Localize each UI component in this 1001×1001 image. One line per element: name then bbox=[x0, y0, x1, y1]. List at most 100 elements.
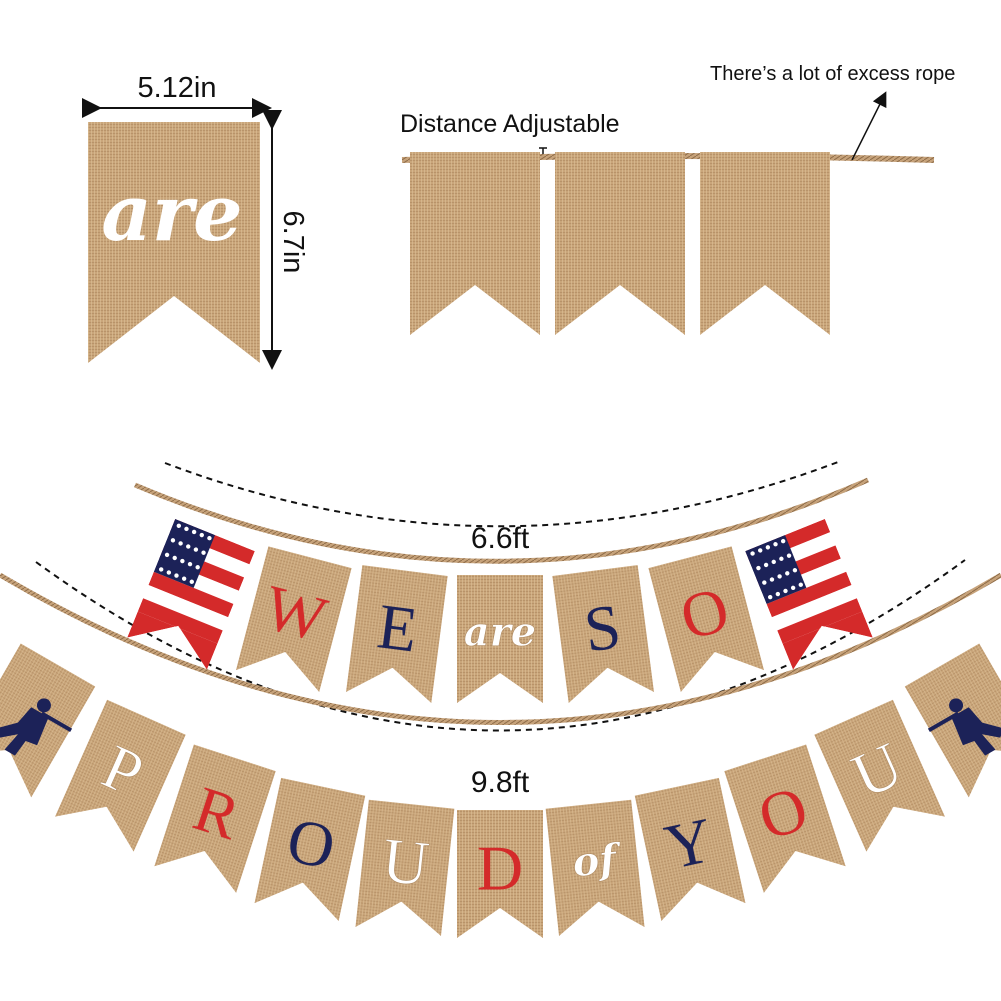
flag-star bbox=[186, 544, 191, 549]
letter-glyph: D bbox=[477, 832, 523, 903]
flag-star bbox=[773, 542, 778, 547]
burlap-pennant bbox=[457, 575, 543, 703]
flag-star bbox=[765, 545, 771, 550]
flag-tail bbox=[782, 611, 873, 670]
flag-star bbox=[180, 558, 185, 564]
burlap-pennant bbox=[634, 777, 746, 921]
pennant: O bbox=[724, 744, 846, 893]
flag-star bbox=[790, 585, 796, 591]
flag-star bbox=[184, 526, 189, 532]
flag-star bbox=[166, 570, 172, 575]
flag-star bbox=[191, 529, 197, 535]
flag-star bbox=[798, 582, 803, 587]
burlap-pennant bbox=[55, 699, 186, 852]
burlap-pennant bbox=[254, 777, 366, 921]
flag-star bbox=[785, 571, 790, 576]
flag-star bbox=[170, 538, 176, 543]
excess-rope-note: There’s a lot of excess rope bbox=[710, 63, 955, 85]
burlap-pennant bbox=[724, 744, 846, 893]
pennant: U bbox=[355, 799, 455, 936]
flag-star bbox=[193, 547, 199, 552]
height-label: 6.7in bbox=[277, 211, 309, 274]
burlap-pennant bbox=[355, 799, 455, 936]
flag-star bbox=[783, 588, 788, 594]
flag-star bbox=[758, 548, 763, 553]
burlap-pennant bbox=[346, 565, 448, 703]
flag-star bbox=[187, 561, 193, 567]
flag-star bbox=[775, 591, 781, 597]
flag-star bbox=[767, 594, 773, 600]
blank-pennant-3 bbox=[700, 152, 830, 335]
flag-star bbox=[762, 580, 767, 585]
pennant bbox=[745, 518, 873, 670]
pennant: R bbox=[154, 744, 276, 893]
letter-glyph: E bbox=[374, 590, 422, 665]
sample-flag-group: 5.12in are 6.7in bbox=[82, 72, 309, 370]
width-label: 5.12in bbox=[137, 72, 216, 104]
pennant: O bbox=[254, 777, 366, 921]
script-word: are bbox=[464, 608, 536, 655]
pennant: W bbox=[235, 546, 352, 692]
soldier-silhouette-icon bbox=[927, 698, 1001, 756]
blank-pennant-1 bbox=[410, 152, 540, 335]
flag-star bbox=[779, 556, 784, 561]
burlap-pennant bbox=[235, 546, 352, 692]
letter-glyph: U bbox=[379, 824, 432, 899]
flag-stripe bbox=[148, 571, 234, 618]
flag-stripe bbox=[137, 598, 223, 644]
pennant: O bbox=[648, 546, 765, 692]
flag-star bbox=[164, 552, 170, 558]
pennant bbox=[0, 643, 96, 798]
burlap-pennant bbox=[457, 810, 543, 938]
flag-stripe bbox=[143, 585, 229, 631]
pennant: U bbox=[814, 699, 945, 852]
spacing-demo-group: Distance Adjustable There’s a lot of exc… bbox=[400, 63, 955, 335]
soldier-silhouette-icon bbox=[0, 698, 73, 756]
pennant: Y bbox=[634, 777, 746, 921]
pennant: are bbox=[457, 575, 543, 703]
flag-tail bbox=[127, 611, 218, 670]
flag-stripe bbox=[777, 598, 863, 644]
us-flag-pennant bbox=[127, 518, 255, 670]
blank-pennant-2 bbox=[555, 152, 685, 335]
excess-rope-arrow bbox=[851, 91, 887, 161]
flag-star bbox=[792, 568, 798, 573]
banner-upper-rope bbox=[134, 477, 869, 564]
flag-star bbox=[172, 555, 177, 561]
burlap-pennant bbox=[545, 799, 645, 936]
flag-star bbox=[780, 538, 786, 544]
pennant: of bbox=[545, 799, 645, 936]
pennant bbox=[127, 518, 255, 670]
burlap-pennant bbox=[648, 546, 765, 692]
flag-star bbox=[199, 532, 204, 538]
sample-flag-text: are bbox=[101, 168, 242, 259]
pennant bbox=[904, 643, 1001, 798]
flag-star bbox=[174, 573, 179, 578]
flag-star bbox=[176, 523, 182, 528]
upper-length-arc bbox=[164, 461, 839, 528]
flag-star bbox=[756, 565, 761, 571]
flag-stripe bbox=[771, 585, 857, 631]
distance-adjustable-label: Distance Adjustable bbox=[400, 110, 620, 138]
banner-lower-rope bbox=[0, 572, 1001, 725]
flag-star bbox=[769, 577, 775, 582]
pennant: E bbox=[346, 565, 448, 703]
flag-star bbox=[786, 553, 792, 558]
flag-star bbox=[763, 562, 769, 568]
flag-star bbox=[189, 579, 194, 584]
flag-star bbox=[207, 535, 212, 541]
flag-star bbox=[750, 551, 755, 556]
pennant: P bbox=[55, 699, 186, 852]
flag-star bbox=[777, 574, 782, 579]
sample-pennant bbox=[88, 122, 260, 363]
burlap-pennant bbox=[154, 744, 276, 893]
flag-stripe bbox=[766, 571, 852, 618]
flag-star bbox=[181, 576, 187, 581]
flag-star bbox=[178, 541, 183, 546]
flag-star bbox=[201, 550, 206, 555]
